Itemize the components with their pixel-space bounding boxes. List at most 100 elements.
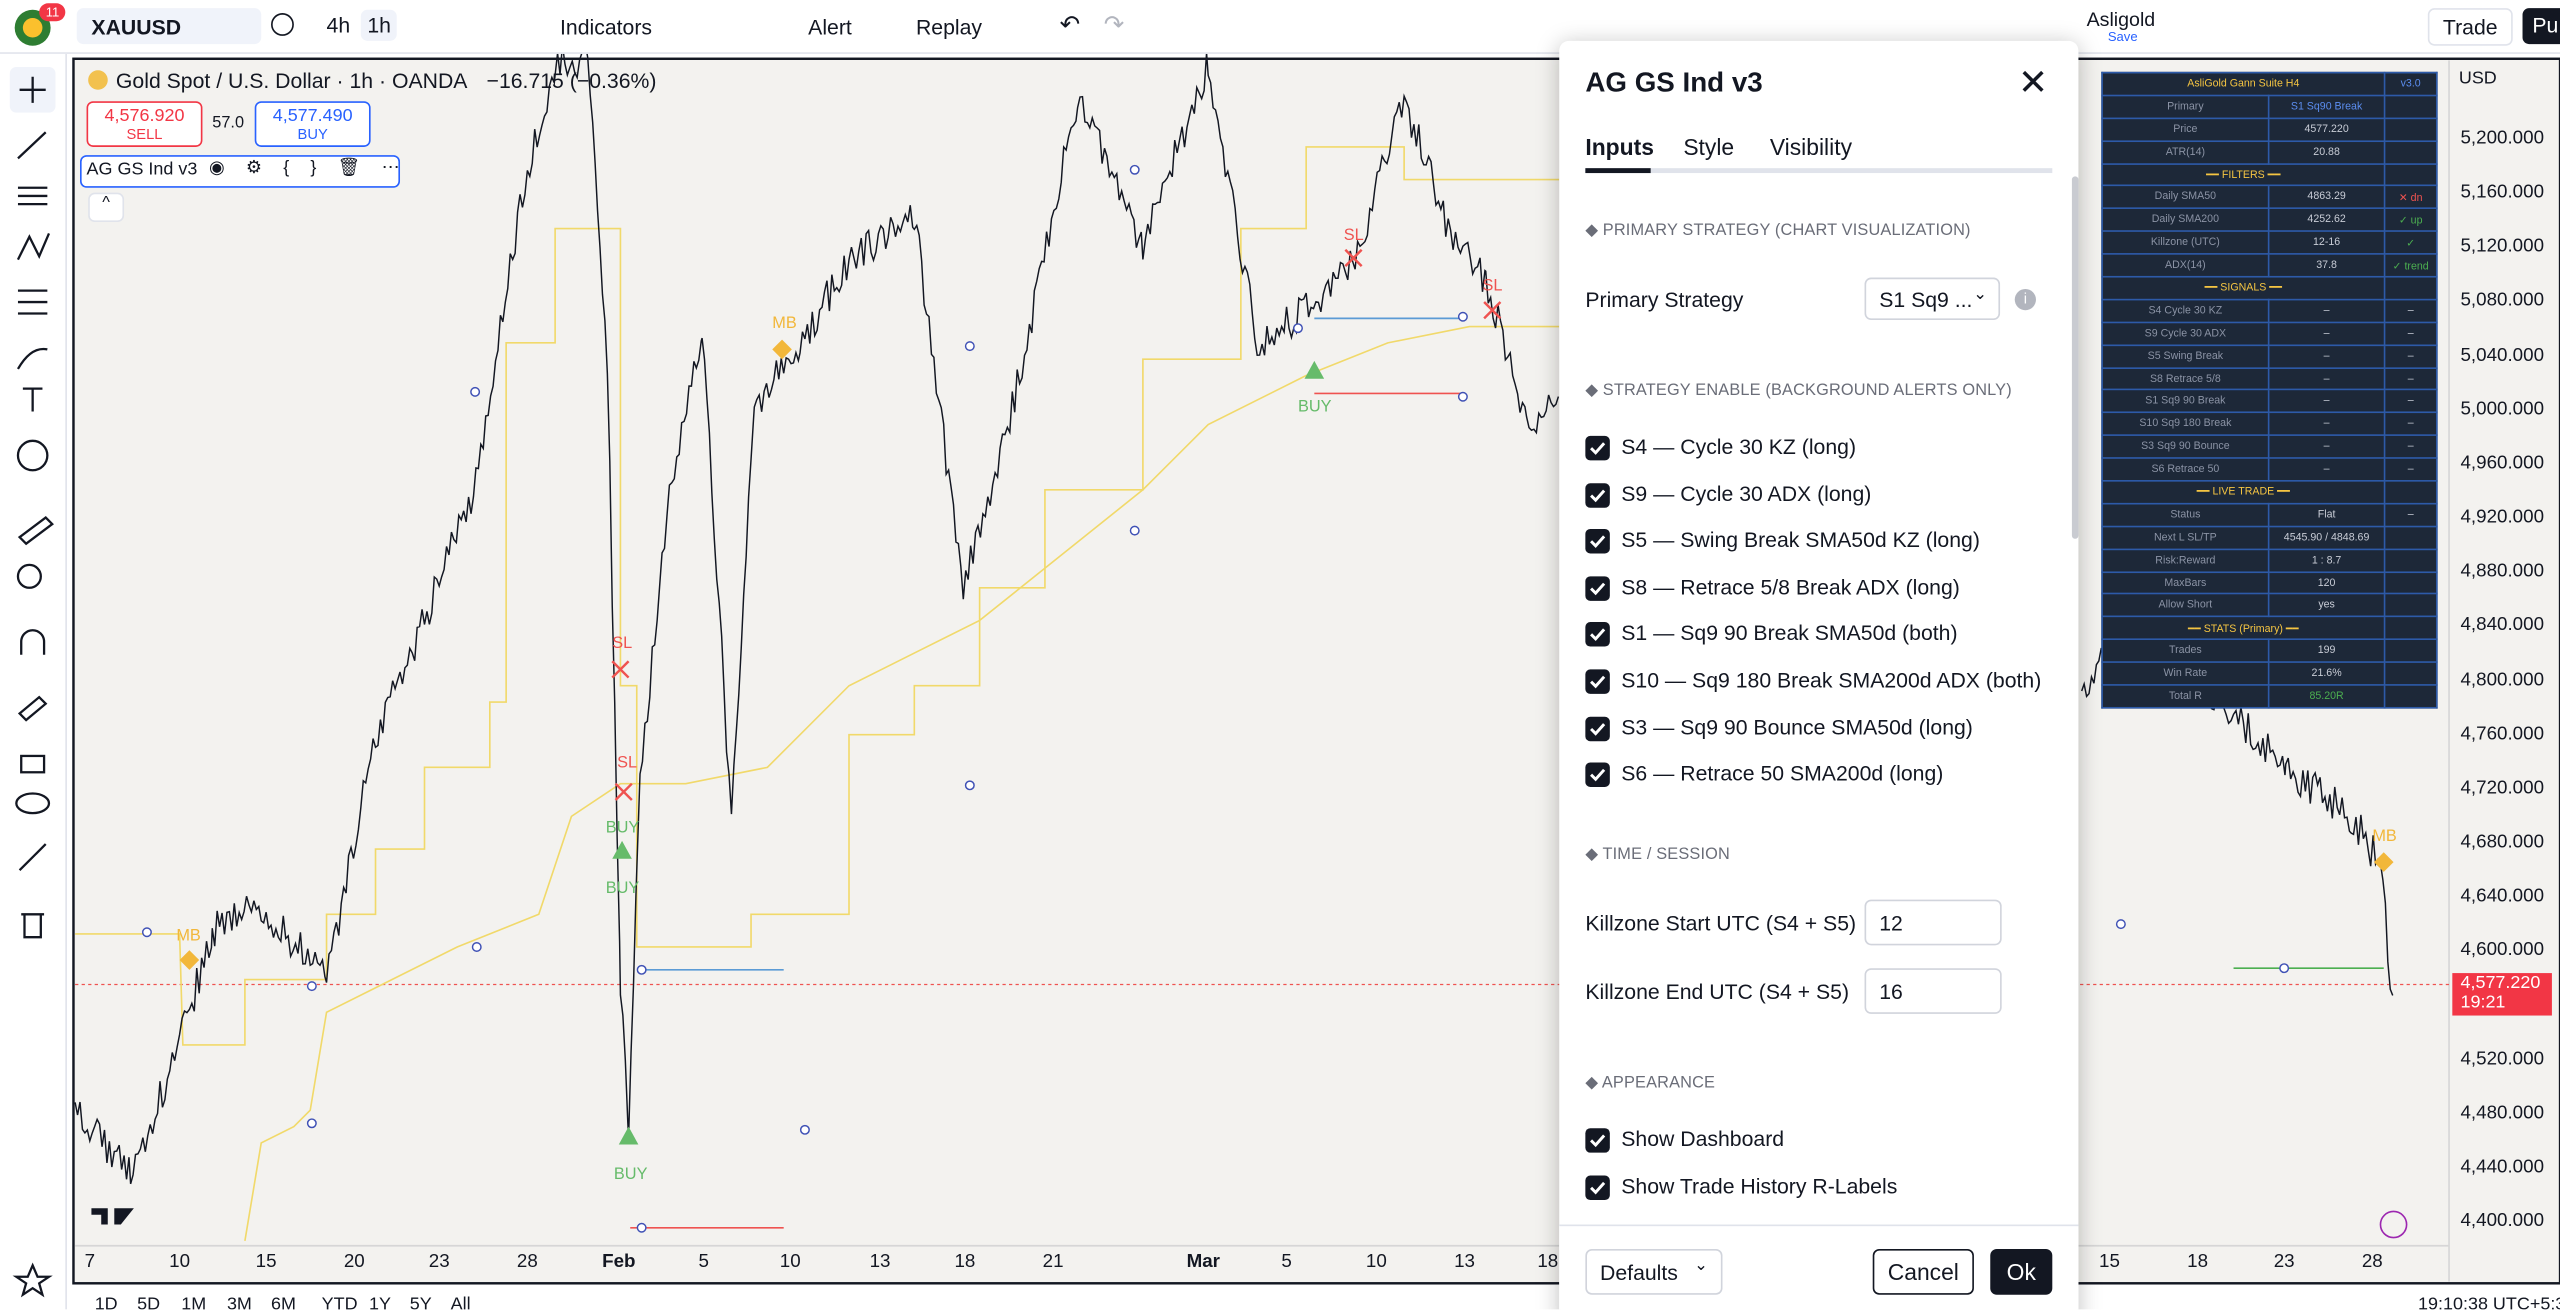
- trade-button[interactable]: Trade: [2427, 8, 2513, 46]
- checkbox-label[interactable]: Show Dashboard: [1621, 1126, 1785, 1152]
- checkbox[interactable]: [1585, 1175, 1610, 1201]
- indicator-actions[interactable]: ◉⚙{}🗑⋯: [208, 158, 421, 178]
- indicator-legend[interactable]: [80, 155, 401, 188]
- price-label: 5,120.000: [2460, 237, 2545, 257]
- drawing-toolbar: [0, 53, 67, 1310]
- time-label: 13: [1454, 1252, 1475, 1272]
- dashboard-label: S6 Retrace 50: [2101, 457, 2270, 482]
- checkbox-label[interactable]: S1 — Sq9 90 Break SMA50d (both): [1621, 621, 1958, 646]
- checkbox[interactable]: [1585, 1128, 1610, 1153]
- checkbox-label[interactable]: S3 — Sq9 90 Bounce SMA50d (long): [1621, 714, 1973, 739]
- replay-button[interactable]: Replay: [915, 14, 983, 40]
- tab[interactable]: Style: [1683, 133, 1735, 161]
- dashboard-value: –: [2267, 457, 2386, 482]
- checkbox[interactable]: [1585, 762, 1610, 788]
- checkbox-label[interactable]: S5 — Swing Break SMA50d KZ (long): [1621, 527, 1980, 553]
- dashboard-value: ✕ dn: [2383, 185, 2438, 210]
- checkbox[interactable]: [1585, 669, 1610, 694]
- collapse-legend[interactable]: ^: [88, 192, 125, 223]
- price-label: 4,400.000: [2460, 1211, 2545, 1232]
- checkbox[interactable]: [1585, 435, 1610, 461]
- compare-button[interactable]: [271, 13, 294, 36]
- level-point: [1129, 164, 1140, 175]
- checkbox[interactable]: [1585, 482, 1610, 508]
- dashboard-cell: [2383, 275, 2438, 301]
- redo-button[interactable]: ↷: [1103, 11, 1125, 40]
- dashboard-value: 1 : 8.7: [2267, 548, 2386, 573]
- dashboard-cell: [2383, 94, 2438, 119]
- time-label: 15: [2099, 1252, 2120, 1272]
- checkbox-label[interactable]: S9 — Cycle 30 ADX (long): [1621, 480, 1872, 506]
- range-button[interactable]: 5D: [137, 1294, 161, 1310]
- buy-button[interactable]: 4,577.490 BUY: [254, 101, 371, 147]
- check-mark: [1590, 1181, 1606, 1195]
- tab[interactable]: Visibility: [1769, 133, 1852, 161]
- scrollbar: [2071, 176, 2079, 539]
- checkbox-label[interactable]: S10 — Sq9 180 Break SMA200d ADX (both): [1621, 667, 2042, 693]
- range-button[interactable]: 5Y: [409, 1294, 432, 1310]
- dashboard-row: Primary S1 Sq90 Break: [2101, 94, 2438, 119]
- checkbox[interactable]: [1585, 716, 1610, 741]
- ok-button[interactable]: Ok: [1990, 1249, 2053, 1295]
- indicator-name: AG GS Ind v3: [86, 160, 198, 180]
- killzone-end-input[interactable]: 16: [1864, 968, 2002, 1014]
- currency-selector[interactable]: USD: [2458, 68, 2497, 89]
- dashboard-section: ━━ FILTERS ━━: [2101, 162, 2386, 187]
- dashboard-row: Trades 199: [2101, 638, 2438, 664]
- checkbox[interactable]: [1585, 529, 1610, 554]
- interval[interactable]: 1h: [360, 9, 398, 41]
- symbol[interactable]: XAUUSD: [91, 14, 182, 40]
- range-button[interactable]: 1D: [94, 1294, 118, 1310]
- indicators-button[interactable]: Indicators: [560, 14, 653, 40]
- killzone-start-input[interactable]: 12: [1864, 899, 2002, 946]
- info-icon[interactable]: i: [2014, 288, 2036, 311]
- dashboard-value: 12-16: [2267, 230, 2386, 255]
- range-button[interactable]: 1Y: [368, 1294, 391, 1310]
- section-header: ◆ TIME / SESSION: [1585, 845, 1730, 864]
- publish-button[interactable]: Pu: [2522, 8, 2560, 45]
- check-mark: [1590, 769, 1606, 782]
- cancel-button[interactable]: Cancel: [1872, 1249, 1974, 1295]
- level-point: [306, 1118, 317, 1129]
- time-label: 5: [1281, 1252, 1292, 1272]
- dashboard-value: yes: [2267, 593, 2386, 618]
- chart-label: BUY: [1297, 398, 1332, 417]
- notification-badge: 11: [39, 3, 66, 22]
- checkbox[interactable]: [1585, 622, 1610, 648]
- layout-name[interactable]: Asligold: [2086, 8, 2156, 32]
- time-label: 21: [1042, 1252, 1064, 1272]
- level-point: [1293, 323, 1303, 334]
- dashboard-cell: [2383, 162, 2438, 187]
- checkbox-label[interactable]: Show Trade History R-Labels: [1621, 1173, 1898, 1199]
- sl-marker: [611, 660, 630, 679]
- countdown: 19:21: [2460, 992, 2506, 1013]
- checkbox-label[interactable]: S6 — Retrace 50 SMA200d (long): [1621, 761, 1944, 786]
- time-label: 10: [169, 1252, 191, 1272]
- undo-button[interactable]: ↶: [1059, 11, 1081, 40]
- range-button[interactable]: 6M: [271, 1294, 296, 1310]
- symbol-search[interactable]: [76, 8, 262, 45]
- price-label: 4,880.000: [2460, 561, 2545, 582]
- dashboard-label: Price: [2101, 117, 2270, 142]
- save-status: Save: [2107, 29, 2138, 45]
- close-button[interactable]: ✕: [2018, 62, 2049, 103]
- checkbox[interactable]: [1585, 576, 1610, 601]
- tab[interactable]: Inputs: [1585, 133, 1654, 161]
- alert-button[interactable]: Alert: [808, 14, 852, 40]
- range-button[interactable]: 3M: [226, 1294, 252, 1310]
- dashboard-row: ━━ FILTERS ━━: [2101, 162, 2438, 187]
- dashboard-cell: [2383, 684, 2438, 709]
- dashboard-label: S1 Sq9 90 Break: [2101, 389, 2270, 414]
- check-icon: [1590, 442, 1606, 455]
- interval[interactable]: 4h: [326, 13, 351, 38]
- defaults-button[interactable]: Defaults ⌄: [1585, 1249, 1723, 1295]
- primary-strategy-select[interactable]: S1 Sq9 ... ⌄: [1864, 277, 2001, 321]
- dashboard-cell: [2383, 480, 2438, 505]
- range-button[interactable]: All: [450, 1294, 471, 1310]
- checkbox-label[interactable]: S8 — Retrace 5/8 Break ADX (long): [1621, 574, 1960, 599]
- price-label: 5,040.000: [2460, 345, 2545, 366]
- range-button[interactable]: 1M: [181, 1294, 207, 1310]
- checkbox-label[interactable]: S4 — Cycle 30 KZ (long): [1621, 434, 1857, 459]
- sell-button[interactable]: 4,576.920 SELL: [86, 101, 203, 147]
- range-button[interactable]: YTD: [321, 1294, 358, 1310]
